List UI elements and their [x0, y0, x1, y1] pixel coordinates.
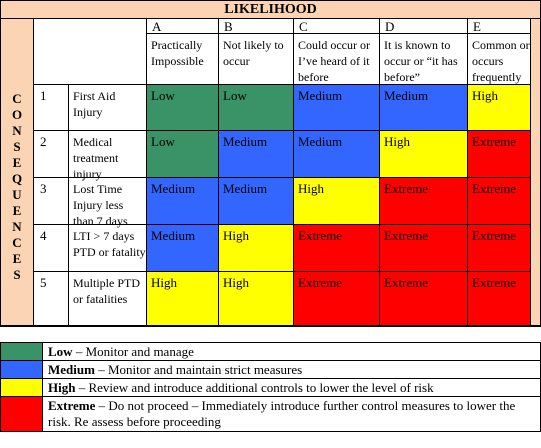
row-number-1: 1 [33, 84, 69, 131]
row-description-2: Medical treatment injury [68, 130, 147, 181]
column-description-b: Not likely to occur [218, 33, 294, 85]
legend-text-medium: Medium – Monitor and maintain strict mea… [42, 360, 541, 379]
risk-cell: Extreme [467, 130, 531, 178]
legend-text-low: Low – Monitor and manage [42, 342, 541, 361]
legend-swatch-low [0, 342, 43, 361]
risk-cell: Extreme [467, 224, 531, 272]
risk-cell: High [146, 271, 219, 326]
risk-cell: Medium [146, 177, 219, 225]
risk-cell: Medium [293, 130, 380, 178]
risk-cell: High [218, 271, 294, 326]
risk-cell: Medium [379, 84, 468, 131]
consequences-letter: Q [11, 171, 23, 186]
risk-cell: Low [218, 84, 294, 131]
consequences-letter: N [12, 123, 22, 138]
risk-cell: Low [146, 130, 219, 178]
risk-cell: Medium [293, 84, 380, 131]
legend-description: – Monitor and maintain strict measures [94, 362, 303, 377]
column-letter-d: D [379, 18, 468, 34]
risk-cell: Extreme [467, 271, 531, 326]
legend-description: – Do not proceed – Immediately introduce… [48, 398, 516, 429]
risk-cell: Medium [146, 224, 219, 272]
consequences-letter: C [12, 91, 22, 106]
risk-cell: Extreme [467, 177, 531, 225]
legend-description: – Review and introduce additional contro… [75, 380, 434, 395]
legend-level: High [48, 380, 76, 395]
column-description-a: Practically Impossible [146, 33, 219, 85]
corner-cell [33, 18, 147, 85]
consequences-letter: S [13, 267, 21, 282]
column-letter-e: E [467, 18, 531, 34]
row-description-3: Lost Time Injury less than 7 days [68, 177, 147, 228]
legend-text-extreme: Extreme – Do not proceed – Immediately i… [42, 396, 541, 432]
bottom-margin-strip [0, 325, 541, 327]
legend-swatch-high [0, 378, 43, 397]
column-letter-c: C [293, 18, 380, 34]
column-description-e: Common or occurs frequently [467, 33, 531, 85]
row-number-3: 3 [33, 177, 69, 225]
consequences-letter: S [13, 139, 21, 154]
right-margin-strip [530, 18, 541, 326]
legend-text-high: High – Review and introduce additional c… [42, 378, 541, 397]
risk-cell: Extreme [293, 271, 380, 326]
risk-cell: High [379, 130, 468, 178]
risk-cell: Extreme [379, 177, 468, 225]
consequences-letter: U [12, 187, 22, 202]
likelihood-header: LIKELIHOOD [0, 0, 541, 19]
risk-cell: Extreme [293, 224, 380, 272]
column-letter-b: B [218, 18, 294, 34]
row-description-4: LTI > 7 days PTD or fatality [68, 224, 147, 272]
row-number-2: 2 [33, 130, 69, 178]
row-number-4: 4 [33, 224, 69, 272]
consequences-letter: E [12, 251, 22, 266]
legend-level: Low [48, 344, 73, 359]
legend-level: Extreme [48, 398, 96, 413]
legend-level: Medium [48, 362, 95, 377]
legend-description: – Monitor and manage [72, 344, 194, 359]
risk-legend: Low – Monitor and manage Medium – Monitor… [0, 342, 541, 448]
row-number-5: 5 [33, 271, 69, 326]
legend-swatch-extreme [0, 396, 43, 432]
risk-cell: Extreme [379, 224, 468, 272]
risk-cell: High [293, 177, 380, 225]
risk-cell: Extreme [379, 271, 468, 326]
risk-cell: Medium [218, 177, 294, 225]
consequences-letter: C [12, 235, 22, 250]
row-description-1: First Aid Injury [68, 84, 147, 131]
risk-cell: Low [146, 84, 219, 131]
consequences-letter: E [12, 155, 22, 170]
column-description-d: It is known to occur or “it has before” [379, 33, 468, 85]
column-letter-a: A [146, 18, 219, 34]
risk-cell: High [218, 224, 294, 272]
risk-cell: High [467, 84, 531, 131]
legend-swatch-medium [0, 360, 43, 379]
consequences-letter: E [12, 203, 22, 218]
consequences-letter: O [11, 107, 23, 122]
column-description-c: Could occur or I’ve heard of it before [293, 33, 380, 85]
risk-cell: Medium [218, 130, 294, 178]
row-description-5: Multiple PTD or fatalities [68, 271, 147, 326]
consequences-letter: N [12, 219, 22, 234]
